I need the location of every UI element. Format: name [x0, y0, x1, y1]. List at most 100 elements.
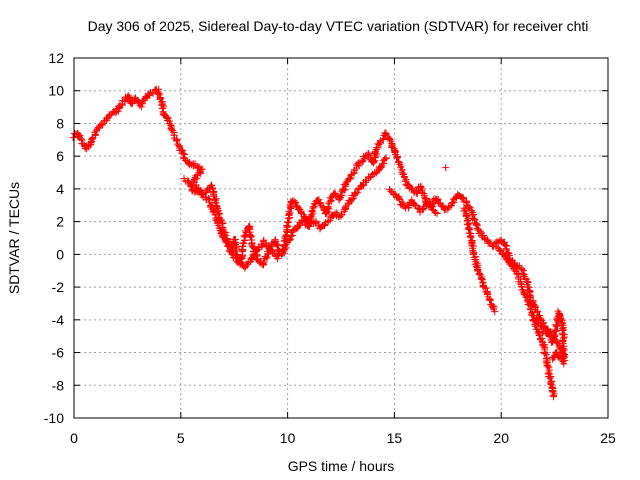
data-point	[155, 89, 163, 97]
data-point	[431, 208, 439, 216]
data-point	[288, 231, 296, 239]
data-point	[217, 230, 225, 238]
y-tick-label: -8	[52, 377, 65, 393]
grid-lines	[74, 58, 608, 418]
data-point	[431, 194, 439, 202]
y-tick-label: -4	[52, 312, 65, 328]
data-point	[495, 246, 503, 254]
y-tick-label: 12	[48, 50, 64, 66]
data-point	[444, 205, 452, 213]
data-point	[211, 211, 219, 219]
data-point	[433, 209, 441, 217]
data-point	[480, 283, 488, 291]
y-tick-label: -10	[44, 410, 64, 426]
data-point	[550, 332, 558, 340]
data-point	[280, 242, 288, 250]
x-axis-label: GPS time / hours	[288, 458, 395, 474]
data-point	[542, 328, 550, 336]
data-point	[381, 129, 389, 137]
data-point	[559, 358, 567, 366]
x-tick-label: 10	[280, 430, 296, 446]
data-point	[354, 160, 362, 168]
data-point	[377, 163, 385, 171]
y-tick-label: -6	[52, 345, 65, 361]
data-point	[547, 380, 555, 388]
data-point	[451, 194, 459, 202]
data-point	[427, 202, 435, 210]
data-point	[312, 197, 320, 205]
data-point	[379, 135, 387, 143]
data-point	[158, 105, 166, 113]
x-tick-label: 0	[70, 430, 78, 446]
data-point	[548, 355, 556, 363]
data-point	[461, 206, 469, 214]
data-point	[111, 109, 119, 117]
data-point	[145, 91, 153, 99]
data-points	[69, 85, 569, 401]
data-point	[260, 258, 268, 266]
data-point	[170, 131, 178, 139]
data-point	[296, 206, 304, 214]
data-point	[491, 308, 499, 316]
axis-ticks: 0 5 10 15 20 25 -10 -8 -6 -4 -2 0 2 4 6 8 10 12	[44, 50, 616, 446]
data-point	[317, 223, 325, 231]
data-point	[160, 103, 168, 111]
y-axis-label: SDTVAR / TECUs	[6, 182, 22, 294]
data-point	[197, 170, 205, 178]
x-tick-label: 5	[177, 430, 185, 446]
data-point	[298, 216, 306, 224]
x-tick-label: 20	[493, 430, 509, 446]
data-point	[550, 393, 558, 401]
data-point	[394, 153, 402, 161]
data-point	[502, 245, 510, 253]
data-point	[466, 204, 474, 212]
x-tick-label: 15	[387, 430, 403, 446]
data-point	[163, 114, 171, 122]
plot-frame	[73, 57, 609, 419]
data-point	[544, 362, 552, 370]
data-point	[315, 196, 323, 204]
data-point	[548, 338, 556, 346]
y-tick-label: 10	[48, 83, 64, 99]
data-point	[137, 103, 145, 111]
data-point	[286, 202, 294, 210]
data-point	[550, 354, 558, 361]
chart-title: Day 306 of 2025, Sidereal Day-to-day VTE…	[88, 18, 589, 34]
data-point	[262, 254, 270, 262]
data-point	[549, 388, 557, 396]
data-point	[541, 349, 549, 357]
data-point	[352, 190, 360, 198]
data-point	[198, 188, 206, 196]
data-point	[159, 101, 167, 109]
y-tick-label: 8	[56, 115, 64, 131]
data-point	[466, 225, 474, 233]
data-point	[103, 115, 111, 123]
data-point	[204, 195, 212, 203]
data-point	[418, 206, 426, 214]
data-point	[382, 154, 390, 162]
data-point	[241, 264, 249, 272]
data-point	[223, 237, 231, 245]
data-point	[463, 198, 471, 206]
data-point	[188, 161, 196, 169]
data-point	[259, 260, 267, 268]
data-point	[286, 236, 294, 244]
data-point	[130, 95, 138, 103]
data-point	[464, 224, 472, 232]
data-point	[238, 245, 246, 253]
y-tick-label: 2	[56, 214, 64, 230]
x-tick-label: 25	[600, 430, 616, 446]
data-point	[282, 244, 290, 252]
data-point	[441, 206, 449, 214]
data-point	[259, 241, 267, 249]
y-tick-label: 0	[56, 246, 64, 262]
data-point	[245, 224, 253, 232]
y-tick-label: 4	[56, 181, 64, 197]
data-point	[450, 199, 458, 207]
data-point	[548, 338, 556, 346]
data-point	[273, 240, 281, 248]
data-point	[551, 326, 559, 334]
data-point	[560, 326, 568, 334]
data-point	[546, 333, 554, 341]
